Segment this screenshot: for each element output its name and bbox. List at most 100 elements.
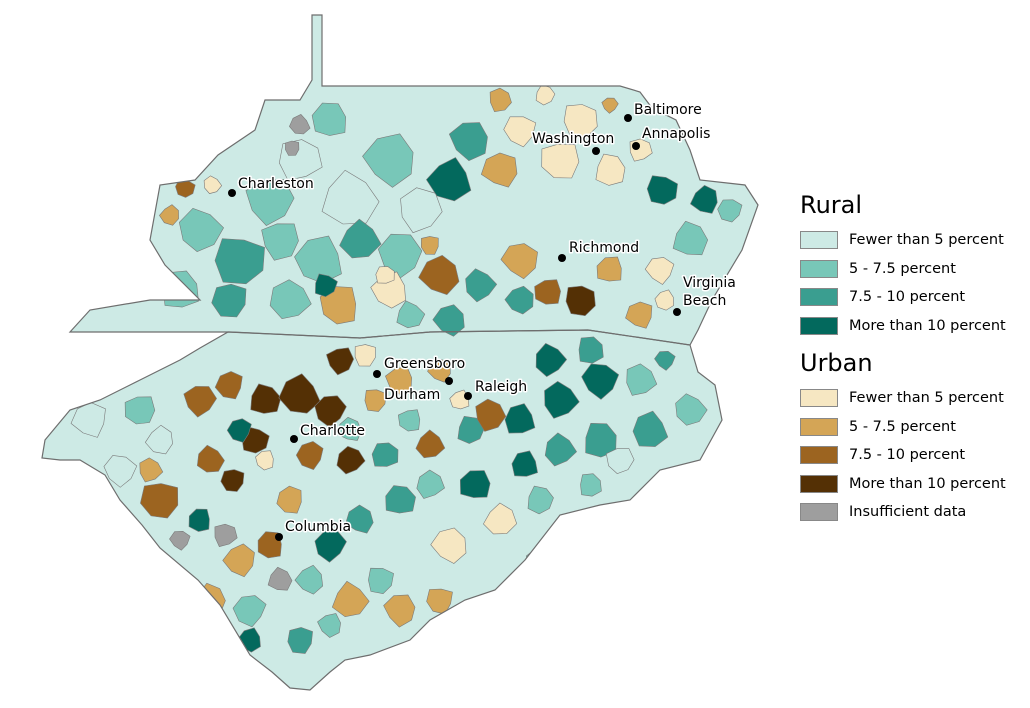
legend-swatch — [800, 288, 838, 307]
county-polygon — [232, 595, 267, 628]
city-marker: Greensboro — [373, 355, 467, 378]
county-polygon — [276, 485, 302, 514]
county-polygon — [295, 441, 324, 470]
county-polygon — [188, 508, 210, 532]
county-polygon — [203, 175, 223, 194]
county-polygon — [654, 289, 674, 311]
city-marker: Virginia Beach — [673, 274, 737, 316]
cities-layer: Baltimore Washington Annapolis Charlesto… — [228, 101, 737, 541]
legend-item-urban-1: Fewer than 5 percent — [800, 384, 1025, 413]
county-polygon — [314, 395, 347, 428]
county-polygon — [426, 588, 453, 615]
county-polygon — [632, 410, 669, 447]
county-polygon — [585, 422, 617, 458]
county-polygon — [654, 350, 676, 371]
county-polygon — [140, 483, 179, 519]
county-polygon — [544, 381, 580, 419]
city-label: Raleigh — [475, 379, 527, 395]
county-polygon — [314, 530, 347, 563]
county-polygon — [625, 301, 653, 329]
county-polygon — [541, 143, 580, 179]
county-polygon — [311, 102, 347, 136]
legend-item-urban-2: 5 - 7.5 percent — [800, 413, 1025, 442]
choropleth-map: Baltimore Washington Annapolis Charlesto… — [41, 14, 759, 691]
city-marker: Columbia — [275, 518, 353, 541]
county-polygon — [672, 220, 709, 256]
city-label: Charlotte — [300, 423, 365, 439]
county-polygon — [601, 97, 619, 114]
county-polygon — [504, 285, 534, 315]
city-dot — [464, 392, 472, 400]
county-polygon — [364, 389, 387, 412]
county-polygon — [178, 207, 224, 252]
legend-swatch — [800, 316, 838, 335]
legend-label: 5 - 7.5 percent — [849, 260, 956, 277]
legend-item-urban-4: More than 10 percent — [800, 470, 1025, 499]
county-polygon — [196, 444, 225, 473]
legend-item-urban-3: 7.5 - 10 percent — [800, 441, 1025, 470]
legend-label: More than 10 percent — [849, 475, 1006, 492]
county-polygon — [214, 238, 265, 285]
county-polygon — [400, 187, 443, 234]
county-polygon — [544, 432, 577, 467]
county-polygon — [449, 389, 470, 410]
city-dot — [228, 189, 236, 197]
state-outline-south — [41, 329, 723, 691]
county-polygon — [337, 416, 362, 441]
city-dot — [558, 254, 566, 262]
county-polygon — [371, 442, 399, 467]
county-polygon — [415, 429, 446, 459]
county-polygon — [255, 450, 274, 471]
county-polygon — [397, 409, 421, 432]
county-polygon — [626, 363, 658, 396]
legend-heading-urban: Urban — [800, 349, 873, 377]
county-polygon — [605, 448, 635, 474]
county-polygon — [565, 285, 596, 317]
county-polygon — [245, 178, 295, 226]
legend-item-rural-3: 7.5 - 10 percent — [800, 283, 1025, 312]
legend-swatch — [800, 417, 838, 436]
legend-swatch — [800, 446, 838, 465]
county-polygon — [430, 527, 467, 564]
city-marker: Annapolis — [632, 125, 712, 150]
county-polygon — [336, 445, 366, 475]
legend-label: More than 10 percent — [849, 317, 1006, 334]
city-marker: Charleston — [228, 175, 315, 197]
legend-item-urban-5: Insufficient data — [800, 498, 1025, 527]
county-polygon — [448, 122, 488, 162]
state-outlines — [41, 14, 759, 691]
county-polygon — [294, 564, 324, 595]
county-polygon — [222, 543, 255, 578]
county-polygon — [563, 104, 598, 139]
legend-item-rural-4: More than 10 percent — [800, 312, 1025, 341]
county-polygon — [250, 383, 282, 414]
city-label: Greensboro — [384, 356, 465, 372]
county-polygon — [483, 502, 518, 535]
county-polygon — [169, 530, 191, 551]
county-polygon — [175, 178, 196, 198]
county-polygon — [646, 175, 678, 205]
city-dot — [673, 308, 681, 316]
city-label: Annapolis — [642, 126, 710, 142]
county-polygon — [261, 223, 299, 261]
city-label: Charleston — [238, 176, 314, 192]
legend-group-urban: Urban Fewer than 5 percent 5 - 7.5 perce… — [800, 348, 1025, 527]
county-polygon — [596, 256, 622, 282]
county-polygon — [289, 114, 311, 135]
county-polygon — [717, 199, 743, 223]
county-polygon — [396, 300, 426, 329]
county-polygon — [426, 157, 472, 202]
county-polygon — [368, 567, 394, 595]
county-polygon — [475, 398, 507, 432]
city-label: Washington — [532, 131, 614, 147]
county-polygon — [675, 393, 708, 426]
county-polygon — [432, 304, 465, 337]
county-polygon — [124, 396, 156, 425]
legend-swatch — [800, 259, 838, 278]
city-marker: Baltimore — [624, 101, 703, 122]
city-label: Baltimore — [634, 102, 702, 118]
county-polygon — [459, 470, 491, 498]
county-polygon — [418, 255, 460, 295]
county-polygon — [326, 347, 355, 376]
county-polygon — [331, 580, 370, 618]
